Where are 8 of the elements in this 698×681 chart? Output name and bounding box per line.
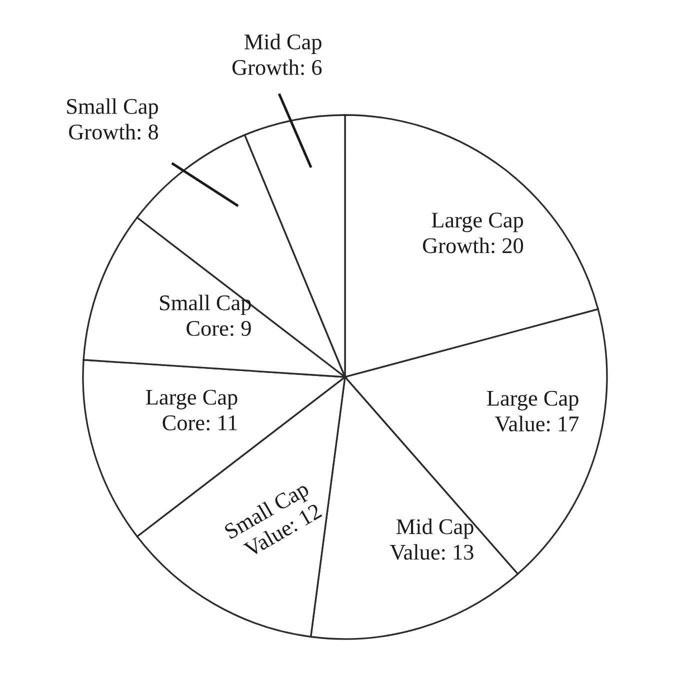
slice-label: Small Cap Core: 9 [160, 294, 251, 336]
slice-label: Large Cap Growth: 20 [422, 212, 524, 254]
slice-label: Mid Cap Growth: 6 [232, 34, 322, 76]
slice-label: Small Cap Value: 12 [223, 480, 322, 558]
slice-label: Large Cap Core: 11 [146, 390, 238, 430]
slice-label: Mid Cap Value: 13 [390, 518, 474, 560]
slice-label: Large Cap Value: 17 [487, 390, 579, 432]
slice-label: Small Cap Growth: 8 [67, 98, 158, 140]
